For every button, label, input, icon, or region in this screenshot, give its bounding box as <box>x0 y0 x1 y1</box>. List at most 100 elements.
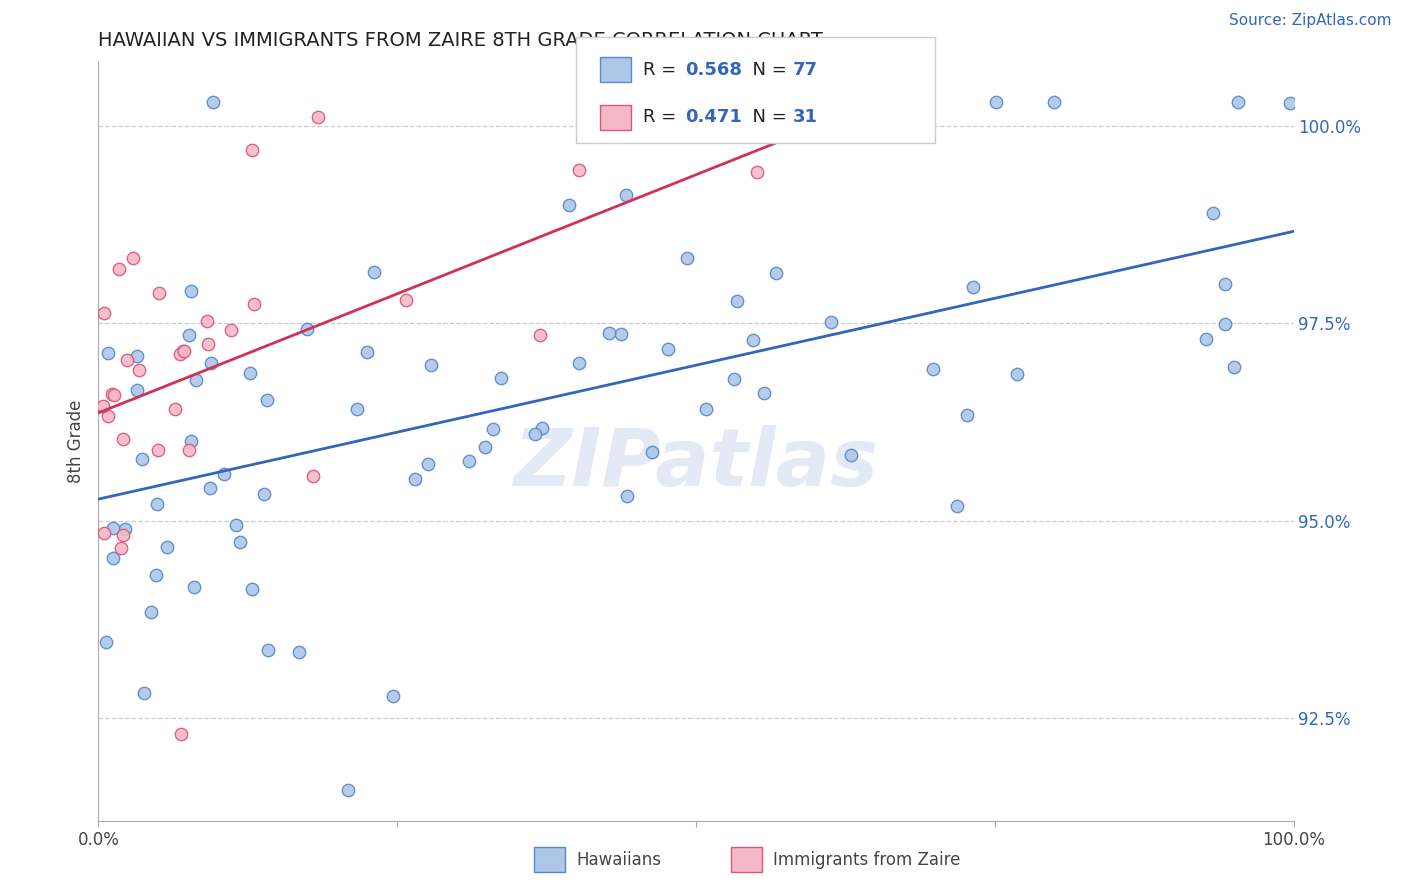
Point <box>568 356 591 370</box>
Point <box>297 321 319 335</box>
Point <box>170 727 193 741</box>
Point <box>111 432 134 446</box>
Point <box>558 198 581 212</box>
Point <box>1213 277 1236 291</box>
Point <box>301 468 323 483</box>
Point <box>529 327 551 342</box>
Point <box>155 540 177 554</box>
Point <box>97 409 120 423</box>
Point <box>225 518 247 533</box>
Point <box>404 472 426 486</box>
Point <box>148 286 170 301</box>
Point <box>1227 95 1250 109</box>
Point <box>180 284 202 298</box>
Point <box>489 370 512 384</box>
Point <box>91 400 114 414</box>
Point <box>197 337 219 351</box>
Text: N =: N = <box>741 61 793 78</box>
Point <box>524 427 547 442</box>
Point <box>336 783 359 797</box>
Point <box>131 451 153 466</box>
Point <box>741 333 763 347</box>
Text: Source: ZipAtlas.com: Source: ZipAtlas.com <box>1229 13 1392 29</box>
Point <box>177 328 200 343</box>
Point <box>240 143 263 157</box>
Point <box>93 306 115 320</box>
Point <box>956 408 979 422</box>
Point <box>986 95 1008 109</box>
Point <box>103 388 125 402</box>
Point <box>96 346 118 360</box>
Point <box>482 422 505 436</box>
Point <box>139 605 162 619</box>
Point <box>243 296 266 310</box>
Text: ZIPatlas: ZIPatlas <box>513 425 879 503</box>
Text: 31: 31 <box>793 108 818 126</box>
Point <box>212 467 235 481</box>
Point <box>419 358 441 372</box>
Point <box>598 326 620 340</box>
Point <box>839 448 862 462</box>
Point <box>474 441 496 455</box>
Point <box>820 315 842 329</box>
Point <box>1201 206 1223 220</box>
Point <box>112 528 135 542</box>
Point <box>675 251 697 265</box>
Point <box>752 385 775 400</box>
Point <box>125 384 148 398</box>
Point <box>201 95 224 109</box>
Point <box>946 499 969 513</box>
Point <box>132 686 155 700</box>
Point <box>240 582 263 596</box>
Point <box>1005 367 1028 381</box>
Text: 0.568: 0.568 <box>685 61 742 78</box>
Point <box>765 266 787 280</box>
Point <box>530 421 553 435</box>
Text: R =: R = <box>643 108 682 126</box>
Text: Hawaiians: Hawaiians <box>576 851 661 869</box>
Point <box>177 443 200 458</box>
Point <box>94 635 117 649</box>
Point <box>146 443 169 458</box>
Point <box>229 535 252 549</box>
Point <box>723 372 745 386</box>
Text: Immigrants from Zaire: Immigrants from Zaire <box>773 851 960 869</box>
Point <box>145 497 167 511</box>
Point <box>418 457 440 471</box>
Point <box>100 387 122 401</box>
Point <box>725 293 748 308</box>
Point <box>253 487 276 501</box>
Point <box>610 326 633 341</box>
Point <box>121 251 143 265</box>
Point <box>108 261 131 276</box>
Point <box>145 568 167 582</box>
Point <box>180 434 202 448</box>
Point <box>363 265 385 279</box>
Point <box>186 373 208 387</box>
Point <box>93 526 115 541</box>
Point <box>614 188 637 202</box>
Point <box>1278 95 1301 110</box>
Point <box>1043 95 1066 109</box>
Point <box>1223 359 1246 374</box>
Point <box>395 293 418 307</box>
Point <box>101 551 124 566</box>
Point <box>356 345 378 359</box>
Point <box>169 346 191 360</box>
Point <box>695 401 717 416</box>
Point <box>125 349 148 363</box>
Point <box>200 481 222 495</box>
Point <box>117 352 139 367</box>
Point <box>568 163 591 178</box>
Point <box>641 445 664 459</box>
Point <box>219 323 242 337</box>
Point <box>922 362 945 376</box>
Text: HAWAIIAN VS IMMIGRANTS FROM ZAIRE 8TH GRADE CORRELATION CHART: HAWAIIAN VS IMMIGRANTS FROM ZAIRE 8TH GR… <box>98 30 824 50</box>
Point <box>307 111 329 125</box>
Point <box>183 580 205 594</box>
Point <box>110 541 132 556</box>
Point <box>172 344 194 359</box>
Text: 0.471: 0.471 <box>685 108 741 126</box>
Point <box>195 314 218 328</box>
Point <box>657 343 679 357</box>
